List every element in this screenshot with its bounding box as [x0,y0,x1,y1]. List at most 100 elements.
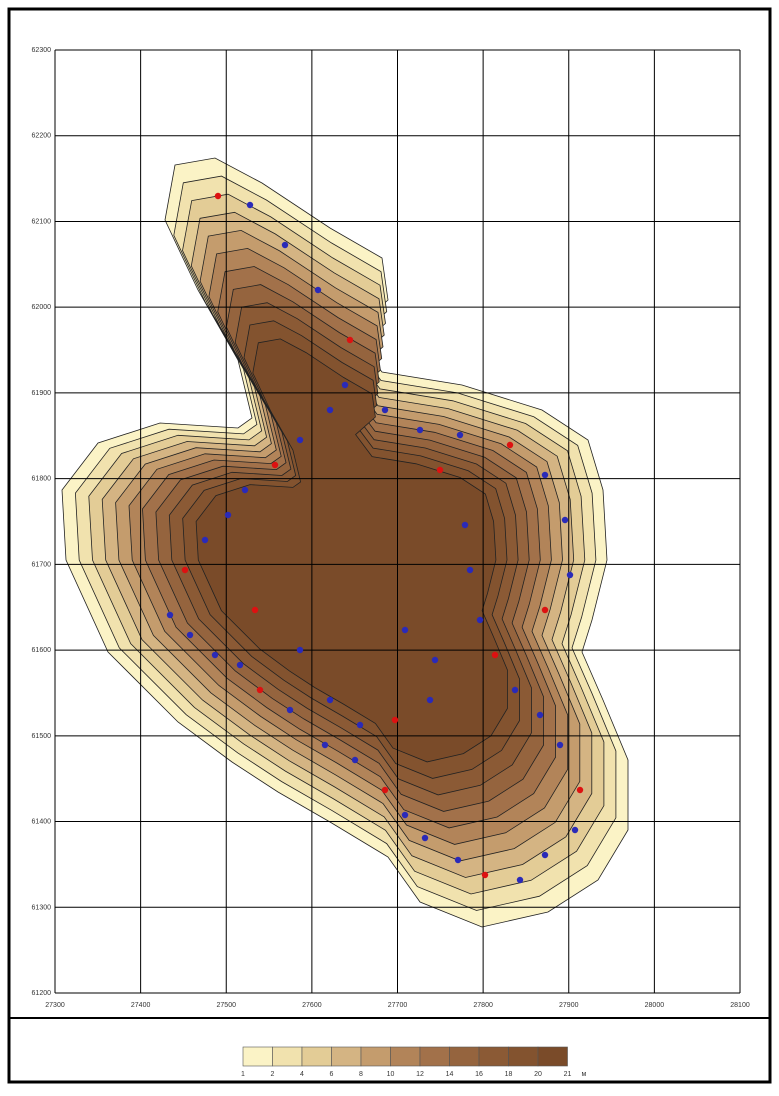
well [567,572,573,578]
x-tick-label: 28100 [730,1002,750,1009]
x-tick-label: 27500 [217,1002,237,1009]
well [215,193,221,199]
well [542,852,548,858]
legend-swatch [538,1047,568,1066]
well [225,512,231,518]
x-tick-label: 27800 [473,1002,493,1009]
y-tick-label: 62000 [32,304,52,311]
well [492,652,498,658]
legend-swatch [243,1047,273,1066]
legend-level: 21 [564,1071,572,1078]
well [272,462,278,468]
well [427,697,433,703]
y-tick-label: 62100 [32,218,52,225]
legend-level: 1 [241,1071,245,1078]
well [402,627,408,633]
legend-level: 8 [359,1071,363,1078]
legend-swatch [450,1047,480,1066]
well [347,337,353,343]
well [572,827,578,833]
legend-level: 6 [330,1071,334,1078]
legend-level: 20 [534,1071,542,1078]
well [455,857,461,863]
well [577,787,583,793]
well [322,742,328,748]
x-tick-label: 27600 [302,1002,322,1009]
legend-level: 2 [271,1071,275,1078]
well [212,652,218,658]
well [542,472,548,478]
legend-swatch [332,1047,362,1066]
well [237,662,243,668]
well [517,877,523,883]
legend-swatch [420,1047,450,1066]
well [282,242,288,248]
map-sheet: 27300 27400 27500 27600 27700 27800 27900 28000… [0,0,779,1091]
y-tick-label: 61900 [32,390,52,397]
legend-swatch [361,1047,391,1066]
well [417,427,423,433]
y-tick-label: 61400 [32,819,52,826]
well [542,607,548,613]
well [422,835,428,841]
legend-swatch [302,1047,332,1066]
well [327,407,333,413]
well [297,437,303,443]
well [432,657,438,663]
well [477,617,483,623]
well [327,697,333,703]
well [167,612,173,618]
well [462,522,468,528]
well [482,872,488,878]
legend-swatch [479,1047,509,1066]
x-tick-label: 27700 [388,1002,408,1009]
legend-unit: м [582,1071,587,1078]
well [242,487,248,493]
well [557,742,563,748]
legend-level: 18 [505,1071,513,1078]
well [457,432,463,438]
well [287,707,293,713]
legend-level: 12 [416,1071,424,1078]
legend-swatch [391,1047,421,1066]
well [187,632,193,638]
well [297,647,303,653]
well [562,517,568,523]
well [382,407,388,413]
y-tick-label: 61700 [32,561,52,568]
y-tick-label: 62200 [32,133,52,140]
well [182,567,188,573]
y-tick-label: 61300 [32,904,52,911]
y-tick-label: 61600 [32,647,52,654]
well [352,757,358,763]
y-tick-label: 61200 [32,990,52,997]
well [357,722,363,728]
well [437,467,443,473]
y-tick-label: 61800 [32,476,52,483]
x-tick-label: 27300 [45,1002,65,1009]
legend-level: 16 [475,1071,483,1078]
x-tick-label: 27400 [131,1002,151,1009]
well [202,537,208,543]
well [467,567,473,573]
legend-level: 14 [446,1071,454,1078]
x-tick-label: 27900 [559,1002,579,1009]
well [315,287,321,293]
x-tick-label: 28000 [645,1002,665,1009]
well [257,687,263,693]
legend-level: 10 [387,1071,395,1078]
well [247,202,253,208]
legend-swatch [273,1047,303,1066]
well [392,717,398,723]
well [512,687,518,693]
well [537,712,543,718]
well [382,787,388,793]
well [342,382,348,388]
legend-swatch [509,1047,539,1066]
y-tick-label: 61500 [32,733,52,740]
legend-level: 4 [300,1071,304,1078]
y-tick-label: 62300 [32,47,52,54]
well [402,812,408,818]
well [252,607,258,613]
well [507,442,513,448]
